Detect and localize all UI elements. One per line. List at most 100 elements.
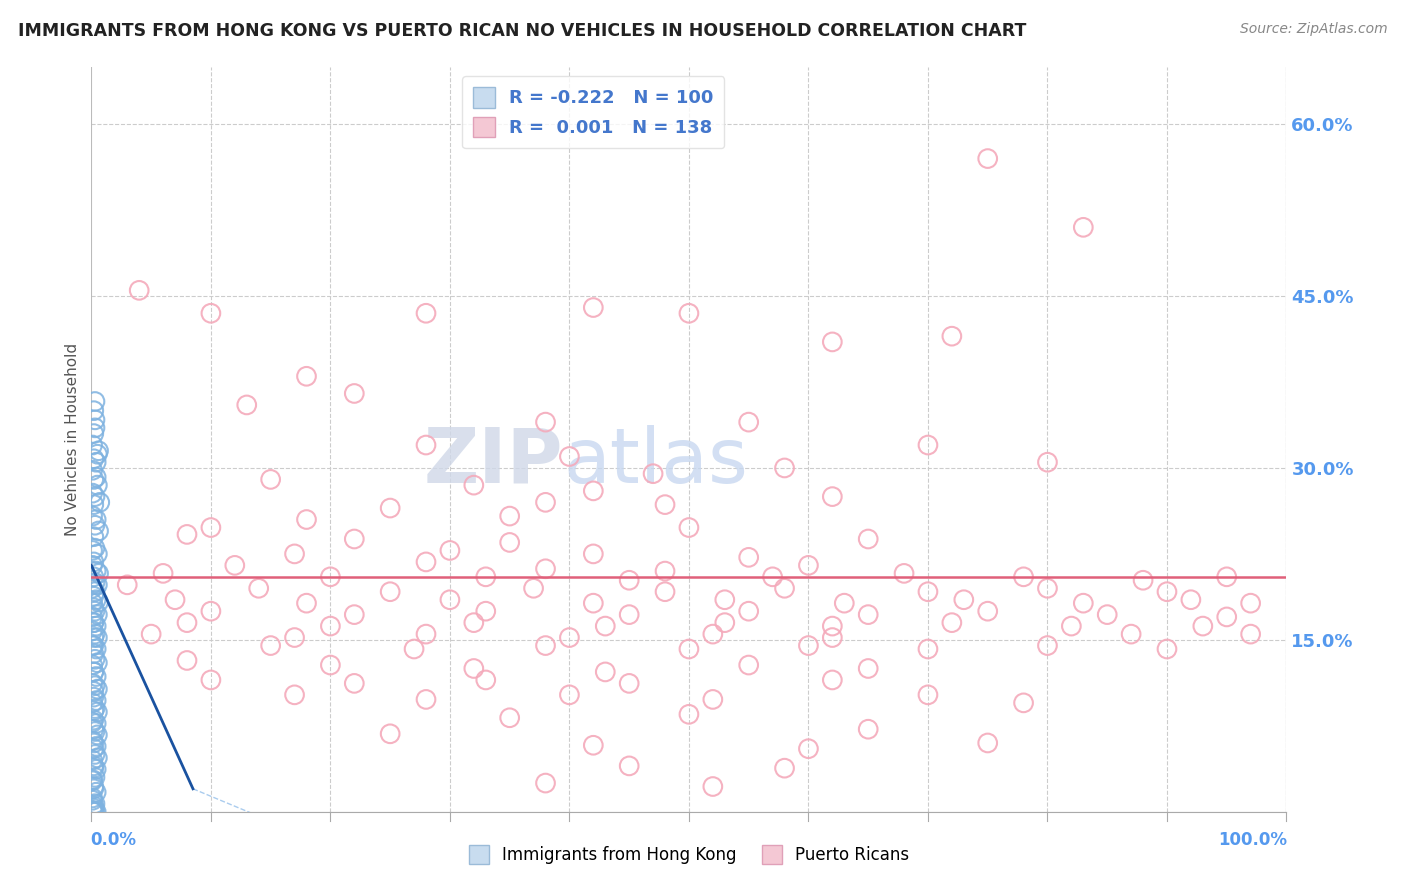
Point	[200, 520, 222, 534]
Point	[917, 642, 939, 657]
Point	[856, 607, 880, 622]
Point	[83, 589, 105, 603]
Point	[83, 805, 105, 819]
Point	[86, 751, 108, 765]
Point	[259, 472, 281, 486]
Point	[1036, 455, 1059, 469]
Point	[415, 692, 437, 706]
Point	[84, 785, 107, 799]
Point	[84, 805, 107, 819]
Point	[235, 398, 259, 412]
Point	[82, 624, 104, 638]
Point	[84, 413, 107, 427]
Point	[463, 661, 485, 675]
Point	[415, 555, 437, 569]
Point	[319, 658, 342, 673]
Point	[259, 639, 281, 653]
Point	[87, 595, 110, 609]
Point	[619, 607, 641, 622]
Text: 100.0%: 100.0%	[1219, 831, 1288, 849]
Point	[84, 762, 107, 776]
Point	[82, 582, 104, 596]
Point	[1036, 639, 1059, 653]
Point	[284, 688, 307, 702]
Point	[83, 801, 105, 815]
Point	[619, 574, 641, 588]
Point	[1097, 607, 1119, 622]
Point	[84, 604, 107, 618]
Point	[319, 619, 342, 633]
Point	[82, 543, 104, 558]
Point	[83, 665, 105, 679]
Point	[84, 619, 107, 633]
Point	[176, 527, 198, 541]
Point	[797, 639, 820, 653]
Point	[152, 566, 174, 581]
Point	[523, 582, 546, 596]
Point	[82, 658, 104, 673]
Point	[84, 541, 107, 556]
Point	[558, 631, 581, 645]
Text: atlas: atlas	[564, 425, 748, 499]
Point	[247, 582, 270, 596]
Point	[284, 631, 307, 645]
Point	[84, 512, 107, 526]
Point	[83, 780, 105, 794]
Point	[1012, 696, 1035, 710]
Point	[200, 604, 222, 618]
Point	[87, 443, 110, 458]
Point	[893, 566, 915, 581]
Point	[582, 301, 605, 315]
Point	[84, 679, 107, 693]
Point	[856, 723, 880, 737]
Point	[654, 564, 676, 578]
Point	[797, 741, 820, 756]
Point	[1071, 220, 1094, 235]
Point	[582, 596, 605, 610]
Point	[83, 451, 105, 466]
Point	[84, 575, 107, 590]
Point	[87, 566, 110, 581]
Point	[832, 596, 855, 610]
Point	[224, 558, 246, 573]
Point	[1240, 596, 1263, 610]
Point	[1060, 619, 1083, 633]
Point	[582, 738, 605, 752]
Point	[1215, 570, 1237, 584]
Text: ZIP: ZIP	[425, 425, 564, 499]
Point	[1012, 570, 1035, 584]
Point	[83, 631, 105, 645]
Point	[773, 461, 796, 475]
Point	[534, 776, 557, 790]
Point	[84, 584, 107, 599]
Point	[295, 596, 318, 610]
Point	[737, 658, 759, 673]
Point	[82, 753, 104, 767]
Point	[797, 558, 820, 573]
Point	[714, 592, 737, 607]
Point	[343, 676, 366, 690]
Point	[593, 619, 616, 633]
Point	[86, 578, 108, 592]
Point	[83, 704, 105, 718]
Point	[534, 495, 557, 509]
Point	[498, 509, 520, 524]
Y-axis label: No Vehicles in Household: No Vehicles in Household	[65, 343, 80, 536]
Point	[498, 711, 520, 725]
Point	[84, 490, 107, 504]
Point	[84, 739, 107, 754]
Point	[83, 403, 105, 417]
Point	[82, 772, 104, 787]
Point	[654, 498, 676, 512]
Point	[295, 512, 318, 526]
Point	[83, 472, 105, 486]
Point	[83, 761, 105, 775]
Point	[737, 550, 759, 565]
Point	[83, 713, 105, 727]
Point	[128, 284, 150, 298]
Point	[84, 564, 107, 578]
Point	[821, 490, 844, 504]
Point	[83, 498, 105, 512]
Point	[1156, 584, 1178, 599]
Point	[83, 530, 105, 544]
